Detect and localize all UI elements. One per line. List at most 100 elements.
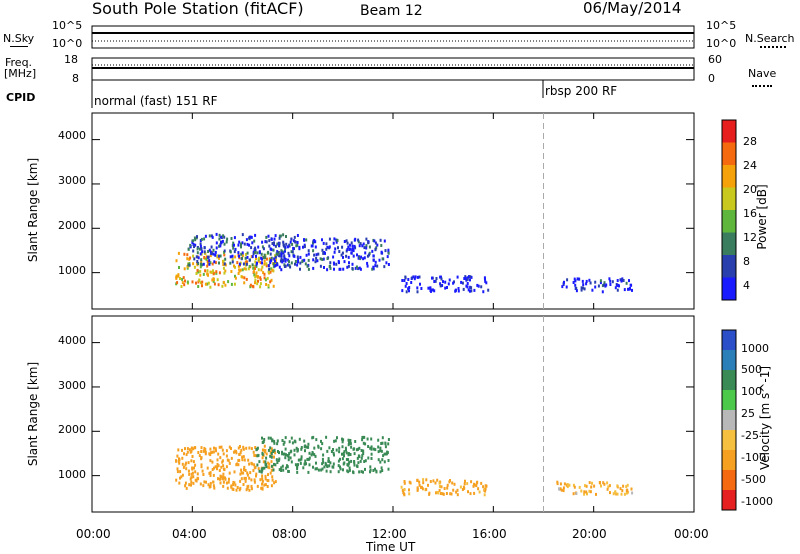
velocity-echo-cell xyxy=(622,484,625,488)
velocity-echo-cell xyxy=(208,452,211,456)
power-echo-cell xyxy=(609,279,612,283)
power-echo-cell xyxy=(240,252,243,256)
power-echo-cell xyxy=(270,248,273,252)
power-colorbar-segment xyxy=(722,232,736,256)
power-echo-cell xyxy=(487,288,490,292)
velocity-echo-cell xyxy=(300,446,303,449)
power-echo-cell xyxy=(456,275,459,279)
velocity-colorbar-segment xyxy=(722,410,736,431)
power-echo-cell xyxy=(195,255,198,259)
velocity-echo-cell xyxy=(317,468,320,472)
velocity-echo-cell xyxy=(278,468,281,472)
velocity-echo-cell xyxy=(364,442,367,446)
power-echo-cell xyxy=(405,290,408,294)
power-echo-cell xyxy=(272,262,275,266)
power-echo-cell xyxy=(433,289,436,293)
power-echo-cell xyxy=(594,280,597,284)
velocity-echo-cell xyxy=(347,458,350,462)
power-echo-cell xyxy=(482,290,485,294)
velocity-echo-cell xyxy=(334,439,337,443)
power-colorbar-segment xyxy=(722,120,736,143)
velocity-echo-cell xyxy=(381,458,384,462)
velocity-echo-cell xyxy=(238,488,241,492)
power-echo-cell xyxy=(234,276,237,280)
velocity-echo-cell xyxy=(461,488,464,491)
power-colorbar-frame xyxy=(721,119,737,301)
velocity-echo-cell xyxy=(248,462,251,466)
power-echo-cell xyxy=(269,270,272,274)
velocity-echo-cell xyxy=(367,445,370,448)
velocity-echo-cell xyxy=(400,485,403,489)
velocity-echo-cell xyxy=(244,469,247,472)
power-echo-cell xyxy=(258,251,261,255)
power-echo-cell xyxy=(200,260,203,263)
power-echo-cell xyxy=(292,239,295,243)
power-echo-cell xyxy=(191,241,194,245)
power-echo-cell xyxy=(577,277,580,281)
station-title: South Pole Station (fitACF) xyxy=(92,0,304,18)
power-echo-cell xyxy=(237,251,240,255)
velocity-echo-cell xyxy=(285,453,287,457)
power-echo-cell xyxy=(466,277,469,281)
velocity-echo-cell xyxy=(341,440,344,444)
velocity-echo-cell xyxy=(625,485,628,489)
velocity-colorbar-segment xyxy=(722,350,736,371)
power-echo-cell xyxy=(276,251,279,255)
power-echo-cell xyxy=(338,261,340,265)
velocity-echo-cell xyxy=(364,467,366,471)
vel-tick-500: 500 xyxy=(741,363,762,376)
power-echo-cell xyxy=(440,277,443,281)
power-echo-cell xyxy=(352,249,355,253)
velocity-echo-cell xyxy=(357,447,359,451)
velocity-echo-cell xyxy=(193,466,195,470)
power-echo-cell xyxy=(433,280,436,283)
velocity-echo-cell xyxy=(228,461,231,465)
velocity-echo-cell xyxy=(484,484,487,488)
power-echo-cell xyxy=(376,243,379,247)
velocity-echo-cell xyxy=(209,459,212,463)
vel-y-tick-1000: 1000 xyxy=(58,468,86,481)
power-echo-cell xyxy=(329,264,331,268)
power-echo-cell xyxy=(243,281,246,285)
power-echo-cell xyxy=(199,242,202,246)
power-echo-cell xyxy=(257,245,260,249)
power-echo-cell xyxy=(175,259,178,263)
power-echo-cell xyxy=(182,276,185,280)
velocity-echo-cell xyxy=(240,471,243,475)
power-echo-cell xyxy=(416,290,419,294)
power-echo-cell xyxy=(230,237,233,240)
power-echo-cell xyxy=(234,247,237,251)
power-echo-cell xyxy=(296,234,299,237)
power-echo-cell xyxy=(254,250,257,254)
velocity-echo-cell xyxy=(422,478,425,482)
power-echo-cell xyxy=(285,235,287,238)
velocity-echo-cell xyxy=(209,451,212,455)
velocity-echo-cell xyxy=(267,473,269,477)
velocity-echo-cell xyxy=(583,490,586,494)
velocity-echo-cell xyxy=(416,478,419,482)
power-echo-cell xyxy=(245,267,248,271)
velocity-echo-cell xyxy=(606,481,609,485)
power-echo-cell xyxy=(256,251,259,255)
velocity-echo-cell xyxy=(362,441,365,445)
velocity-echo-cell xyxy=(287,458,290,462)
velocity-echo-cell xyxy=(361,453,364,457)
power-echo-cell xyxy=(259,276,262,280)
velocity-echo-cell xyxy=(355,448,358,452)
velocity-echo-cell xyxy=(304,459,307,463)
velocity-echo-cell xyxy=(222,484,225,488)
power-echo-cell xyxy=(238,240,241,244)
velocity-echo-cell xyxy=(326,465,329,469)
power-echo-cell xyxy=(284,245,287,249)
velocity-echo-cell xyxy=(227,480,230,484)
velocity-echo-cell xyxy=(235,488,238,492)
power-echo-cell xyxy=(282,233,285,237)
velocity-echo-cell xyxy=(256,463,259,467)
power-echo-cell xyxy=(265,283,268,286)
velocity-echo-cell xyxy=(186,450,189,454)
power-echo-cell xyxy=(585,279,588,283)
velocity-echo-cell xyxy=(382,454,385,458)
power-echo-cell xyxy=(223,253,226,257)
velocity-echo-cell xyxy=(175,459,178,463)
power-echo-cell xyxy=(468,275,470,279)
